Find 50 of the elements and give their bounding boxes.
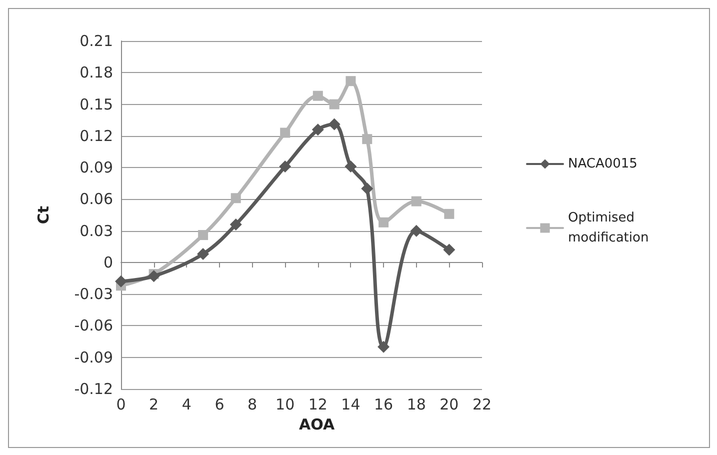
point: [362, 134, 372, 144]
point: [230, 218, 242, 230]
point: [279, 160, 292, 172]
x-axis-title: AOA: [298, 416, 335, 434]
point: [378, 340, 390, 353]
point: [443, 244, 456, 256]
point: [344, 160, 357, 172]
y-tick-label: -0.06: [74, 316, 113, 335]
y-tick-label: -0.03: [74, 285, 113, 304]
point: [346, 76, 356, 86]
legend-label: Optimised modification: [568, 210, 649, 246]
point: [312, 90, 323, 101]
x-tick-label: 14: [341, 396, 360, 414]
point: [361, 182, 374, 195]
y-axis-title: Ct: [34, 206, 52, 224]
x-tick-label: 2: [149, 396, 159, 414]
x-tick-label: 8: [248, 396, 258, 414]
point: [329, 99, 340, 110]
y-tick-label: 0.03: [80, 222, 113, 240]
point: [411, 196, 422, 206]
point: [410, 224, 422, 237]
point: [230, 193, 241, 204]
y-tick-label: 0.21: [80, 32, 113, 50]
x-tick-label: 22: [472, 396, 492, 414]
x-tick-label: 4: [182, 396, 192, 414]
point: [197, 248, 210, 260]
y-tick-label: 0: [103, 253, 113, 272]
y-tick-label: -0.09: [74, 348, 113, 366]
x-tick-label: 6: [214, 396, 224, 414]
y-tick-label: -0.12: [74, 380, 113, 398]
point: [115, 275, 127, 288]
point: [312, 124, 324, 136]
point: [280, 128, 290, 138]
point: [444, 208, 454, 219]
y-tick-label: 0.18: [80, 64, 113, 82]
x-tick-label: 0: [116, 396, 126, 414]
point: [148, 270, 160, 282]
x-tick-label: 20: [440, 396, 459, 414]
y-tick-label: 0.15: [80, 95, 113, 114]
x-tick-label: 12: [308, 396, 328, 414]
x-tick-label: 18: [406, 396, 426, 414]
x-tick-label: 10: [276, 396, 295, 414]
y-tick-label: 0.09: [80, 158, 113, 177]
legend-label: NACA0015: [568, 156, 638, 172]
y-tick-label: 0.12: [80, 126, 113, 145]
point: [198, 230, 208, 240]
point: [378, 217, 389, 228]
point: [328, 118, 340, 130]
x-tick-label: 16: [374, 396, 394, 414]
y-tick-label: 0.06: [80, 190, 113, 208]
